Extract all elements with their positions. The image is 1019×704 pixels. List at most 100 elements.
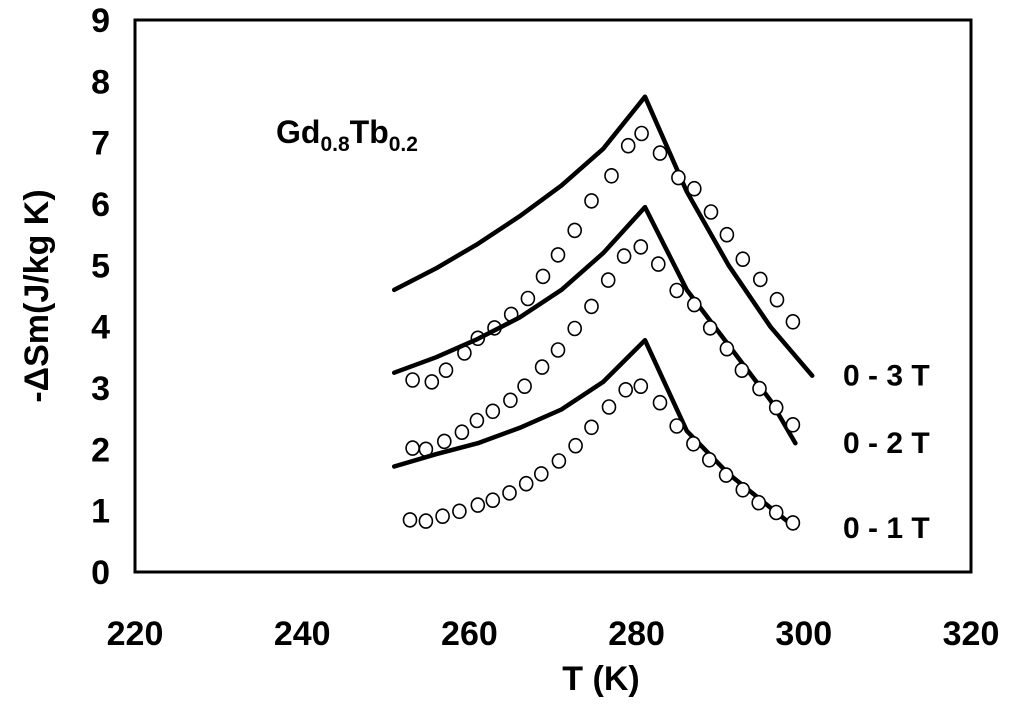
data-point <box>633 239 649 255</box>
y-tick-label: 6 <box>91 186 110 224</box>
data-point <box>534 359 550 375</box>
series-line-0-2-t <box>391 204 798 446</box>
data-point <box>768 504 784 521</box>
y-axis-title: -ΔSm(J/kg K) <box>18 189 56 402</box>
data-point <box>584 193 599 209</box>
data-point <box>405 372 420 388</box>
data-point <box>620 137 636 154</box>
data-point <box>405 440 420 456</box>
data-point <box>702 320 718 336</box>
data-point <box>454 424 470 441</box>
data-point <box>634 125 649 142</box>
data-point <box>785 515 801 531</box>
series-label-0-3-t: 0 - 3 T <box>843 360 930 393</box>
data-point <box>616 248 632 264</box>
series-line-0-3-t <box>391 94 815 378</box>
data-point <box>424 374 440 390</box>
data-point <box>485 403 501 420</box>
x-tick-label: 320 <box>943 615 1000 653</box>
data-point <box>719 226 735 243</box>
x-tick-label: 220 <box>107 615 164 653</box>
data-point <box>671 169 686 186</box>
data-point <box>520 290 536 307</box>
series-labels: 0 - 3 T 0 - 2 T 0 - 1 T <box>843 360 930 545</box>
annotation-subscript-2: 0.2 <box>389 133 418 156</box>
data-point <box>518 475 534 492</box>
data-point <box>785 313 801 330</box>
y-tick-label: 3 <box>91 370 110 408</box>
y-tick-labels: 0 1 2 3 4 5 6 7 8 9 <box>91 2 110 592</box>
data-point <box>769 291 785 308</box>
data-point <box>752 271 768 288</box>
y-tick-label: 4 <box>91 309 110 347</box>
data-point <box>601 399 617 415</box>
data-point <box>650 256 666 272</box>
data-point <box>600 272 616 288</box>
y-tick-label: 9 <box>91 2 110 40</box>
y-tick-label: 2 <box>91 431 110 469</box>
plot-marks <box>391 94 815 531</box>
data-point <box>719 340 735 357</box>
data-point <box>567 320 583 337</box>
annotation-element-1: Gd <box>276 114 320 150</box>
data-point <box>436 433 452 450</box>
data-point <box>633 378 649 395</box>
y-tick-label: 7 <box>91 125 110 163</box>
x-tick-label: 260 <box>441 615 498 653</box>
y-tick-label: 0 <box>91 554 110 592</box>
data-point <box>735 481 751 498</box>
data-point <box>517 378 532 395</box>
data-point <box>503 392 518 409</box>
data-point <box>418 513 434 529</box>
data-point <box>452 503 467 520</box>
data-point <box>686 180 702 197</box>
plot-area-frame <box>133 18 973 574</box>
x-tick-labels: 220 240 260 280 300 320 <box>107 615 1000 653</box>
data-point <box>470 497 486 513</box>
annotation-element-2: Tb <box>350 114 389 150</box>
data-point <box>618 381 634 398</box>
data-point <box>533 466 549 482</box>
data-point <box>402 512 418 528</box>
data-point <box>435 508 450 525</box>
annotation-subscript-1: 0.8 <box>320 133 350 156</box>
data-point <box>652 145 668 161</box>
x-axis-title: T (K) <box>562 660 639 698</box>
data-point <box>701 451 717 468</box>
data-point <box>567 222 583 239</box>
data-point <box>751 494 767 511</box>
y-tick-label: 1 <box>91 493 110 531</box>
data-point <box>568 437 583 454</box>
data-point <box>734 362 750 379</box>
series-label-0-1-t: 0 - 1 T <box>843 512 930 545</box>
material-annotation: Gd0.8Tb0.2 <box>276 114 418 156</box>
data-point <box>502 485 517 501</box>
x-tick-label: 240 <box>274 615 331 653</box>
data-point <box>584 419 599 436</box>
data-point <box>584 298 599 315</box>
x-tick-label: 300 <box>775 615 832 653</box>
data-point <box>669 418 685 434</box>
data-point <box>535 268 551 285</box>
data-point <box>785 416 801 433</box>
data-point <box>718 467 734 483</box>
data-point <box>768 399 784 416</box>
data-point <box>469 412 485 429</box>
data-point <box>485 492 501 509</box>
data-point <box>686 296 702 313</box>
series-label-0-2-t: 0 - 2 T <box>843 427 930 460</box>
x-tick-label: 280 <box>608 615 665 653</box>
data-point <box>604 168 619 184</box>
y-tick-label: 8 <box>91 63 110 101</box>
data-point <box>669 282 685 299</box>
data-point <box>438 362 454 379</box>
y-tick-label: 5 <box>91 247 110 285</box>
data-point <box>652 394 668 411</box>
data-point <box>752 380 767 397</box>
data-point <box>551 453 567 469</box>
data-point <box>550 247 566 263</box>
data-point <box>550 342 566 358</box>
data-point <box>703 204 719 220</box>
data-point <box>686 435 701 452</box>
